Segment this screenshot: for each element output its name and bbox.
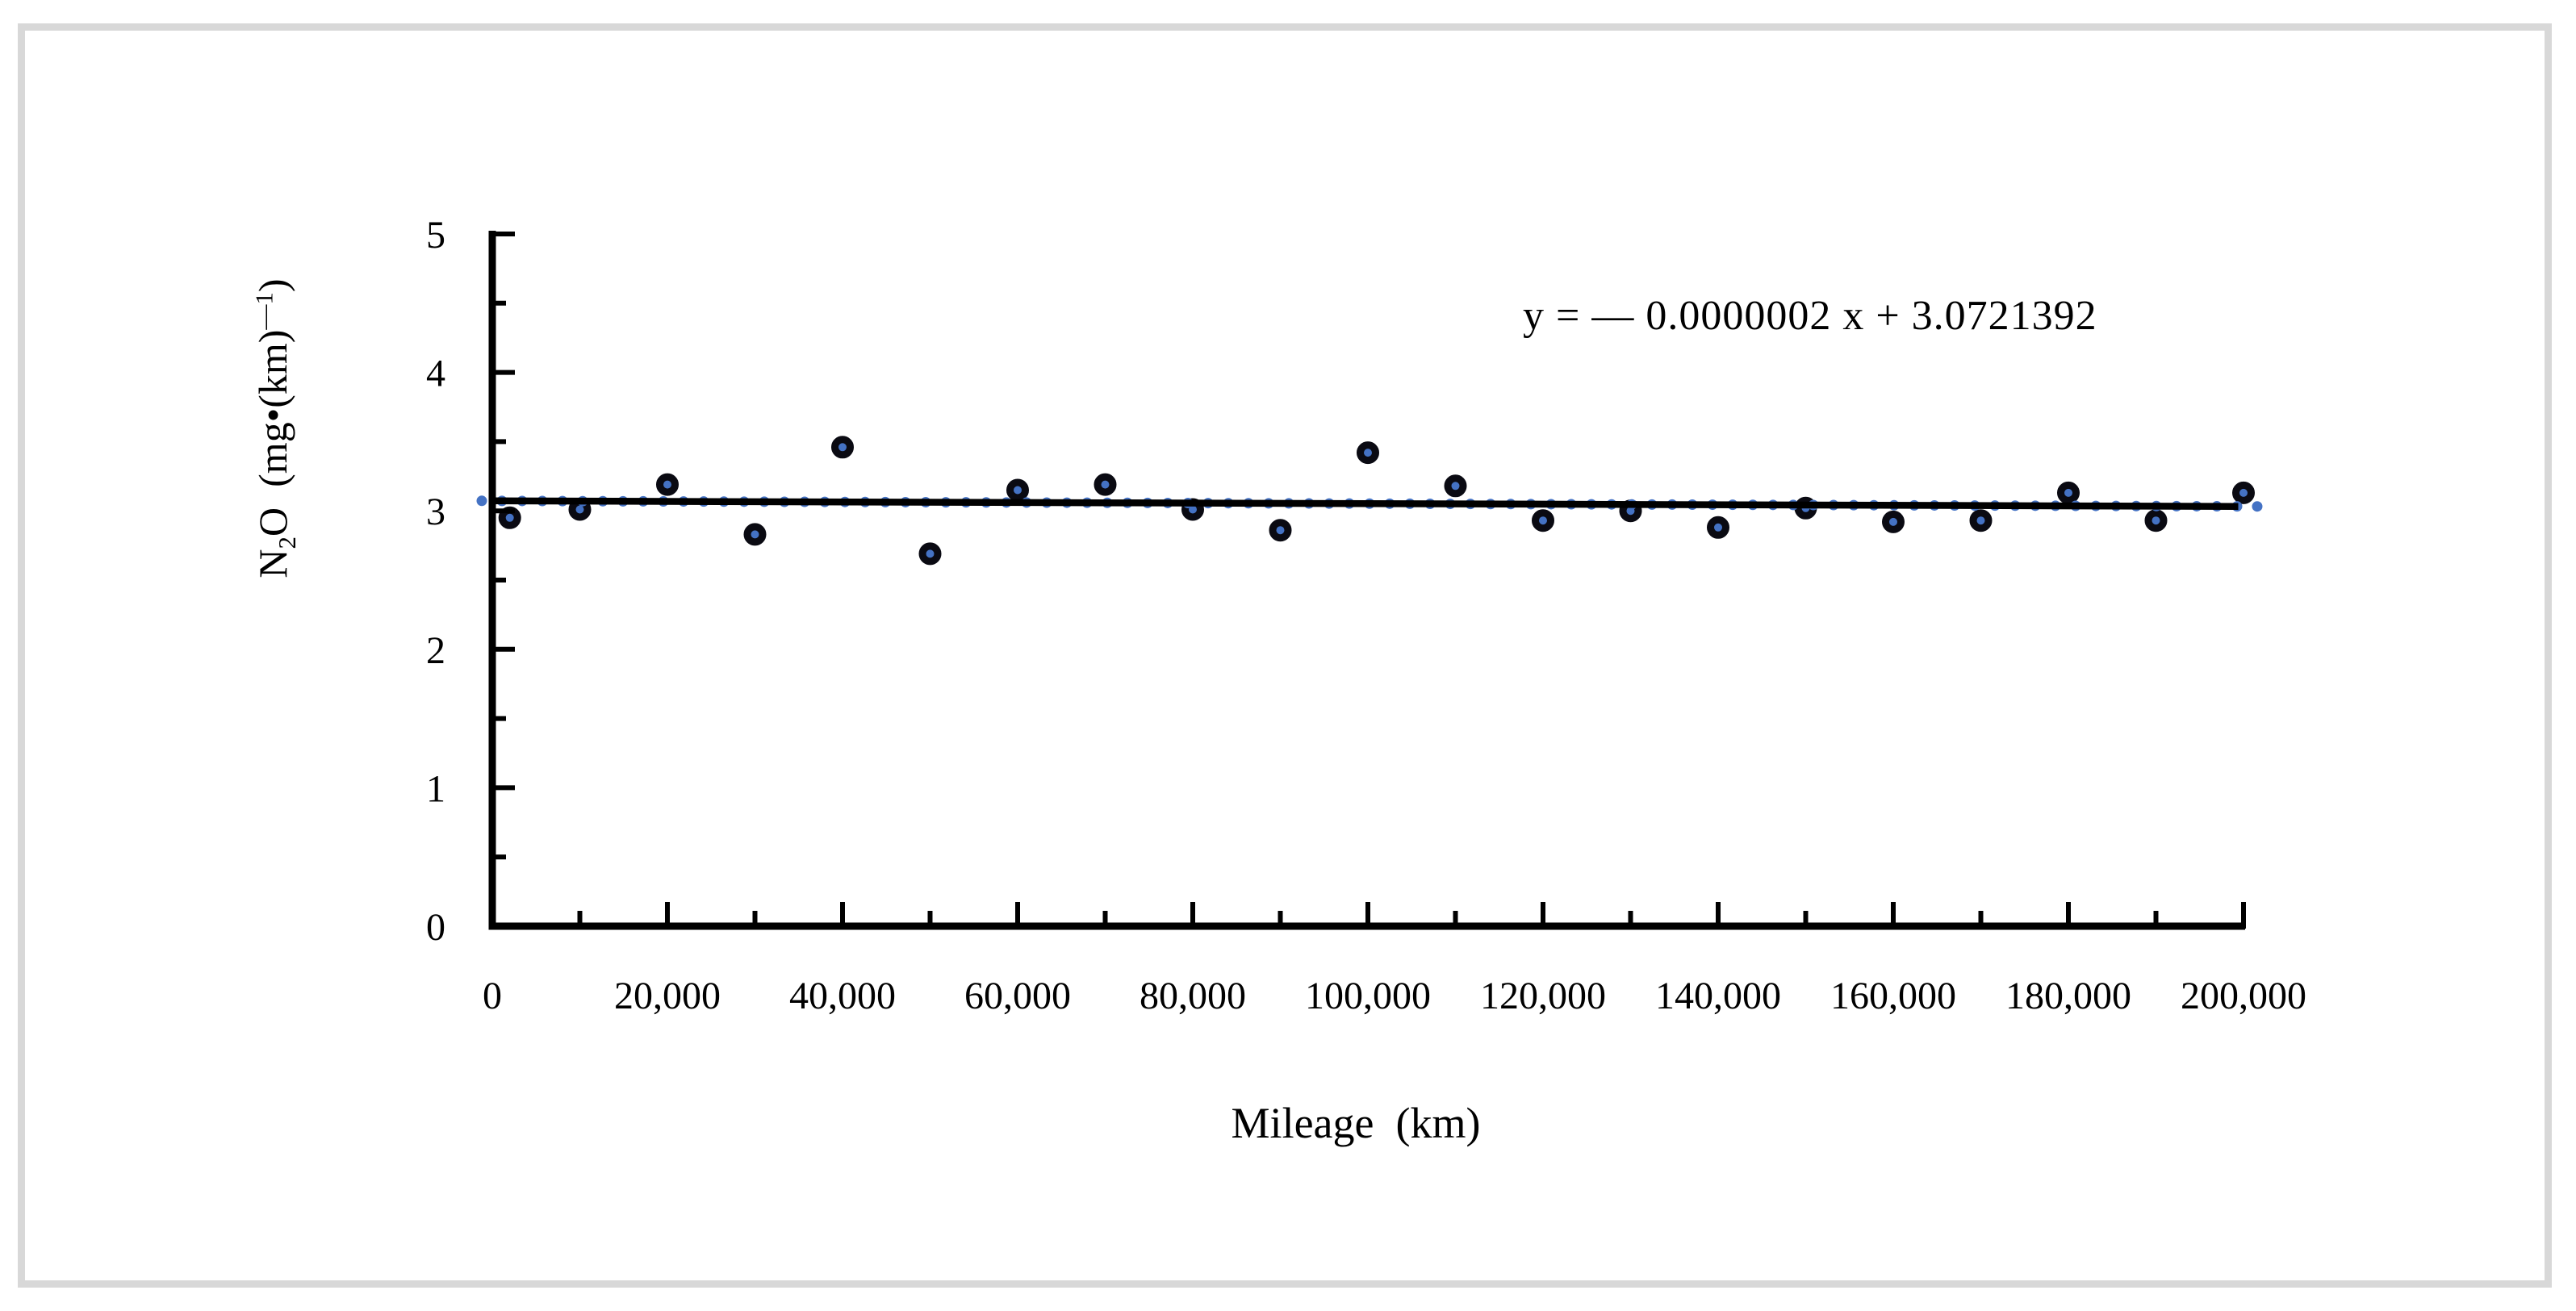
data-point-marker	[918, 542, 942, 566]
y-tick-label: 3	[426, 491, 445, 533]
data-point-marker	[743, 523, 767, 546]
x-tick-label: 80,000	[1140, 975, 1246, 1017]
x-tick-label: 160,000	[1830, 975, 1956, 1017]
y-tick-label: 2	[426, 629, 445, 672]
data-point-marker	[1707, 516, 1729, 539]
y-axis-title-text: )	[250, 278, 295, 293]
data-point-marker	[1969, 509, 1993, 532]
y-axis-title: N2O (mg•(km)—1)	[249, 278, 301, 578]
y-axis-title-superscript: —1	[249, 292, 278, 330]
data-point-marker	[1269, 519, 1292, 542]
y-tick-label: 0	[426, 906, 445, 949]
chart-border-frame	[18, 23, 2552, 1288]
x-tick-label: 20,000	[614, 975, 721, 1017]
x-tick-label: 140,000	[1655, 975, 1781, 1017]
x-tick-label: 120,000	[1480, 975, 1606, 1017]
data-point-marker	[1357, 441, 1379, 465]
x-axis-title: Mileage (km)	[1231, 1099, 1481, 1147]
trendline-equation: y = — 0.0000002 x + 3.0721392	[1523, 293, 2097, 339]
x-tick-label: 60,000	[964, 975, 1071, 1017]
x-tick-label: 180,000	[2005, 975, 2131, 1017]
data-point-marker	[1094, 473, 1117, 496]
data-point-marker	[1882, 510, 1905, 533]
data-point-marker	[831, 436, 854, 459]
y-axis-title-text: O (mg•(km)	[250, 329, 295, 537]
data-point-marker	[2144, 509, 2168, 532]
data-point-marker	[1006, 478, 1029, 502]
x-tick-label: 0	[483, 975, 502, 1017]
x-tick-label: 200,000	[2181, 975, 2306, 1017]
y-axis-title-subscript: 2	[273, 536, 301, 549]
y-tick-label: 4	[426, 353, 445, 395]
data-point-marker	[1532, 509, 1554, 532]
y-tick-label: 1	[426, 767, 445, 810]
x-tick-label: 40,000	[789, 975, 896, 1017]
y-tick-label: 5	[426, 214, 445, 257]
data-point-marker	[656, 473, 679, 496]
data-point-marker	[1444, 474, 1467, 498]
x-tick-label: 100,000	[1305, 975, 1431, 1017]
data-point-marker	[2057, 481, 2080, 504]
data-point-marker	[2232, 481, 2255, 504]
y-axis-title-text: N	[250, 549, 295, 578]
trendline-solid	[491, 497, 2239, 510]
